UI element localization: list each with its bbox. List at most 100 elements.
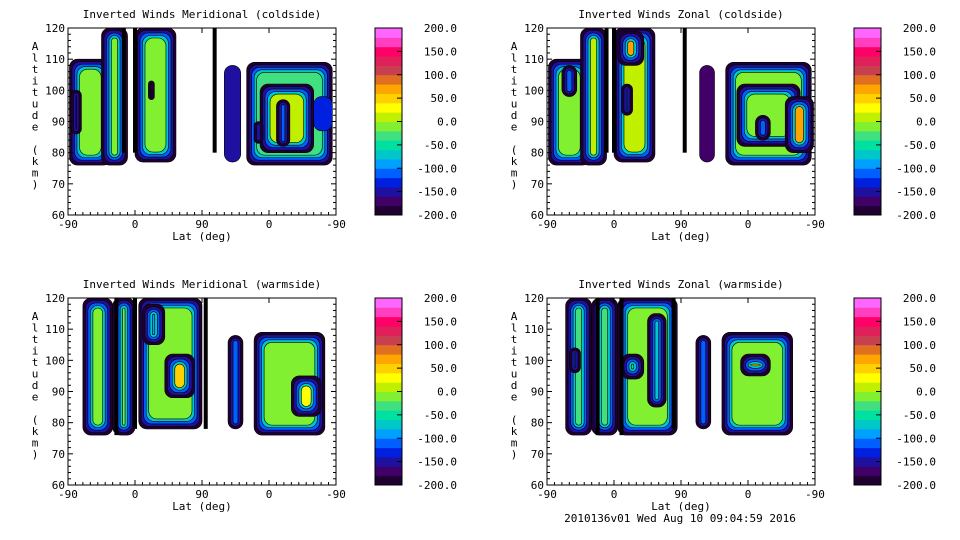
colorbar-band [375,196,402,207]
y-axis-label-char: t [511,86,518,99]
colorbar-tick-label: 100.0 [903,339,936,352]
colorbar-tick-label: -50.0 [424,139,457,152]
contour-region [301,385,312,407]
colorbar-tick-label: 0.0 [916,386,936,399]
colorbar-band [854,466,881,477]
colorbar-band [854,391,881,402]
y-tick-label: 120 [524,292,544,305]
colorbar-band [375,93,402,104]
contour-region [313,96,333,132]
colorbar-tick-label: 150.0 [903,45,936,58]
colorbar-band [854,335,881,346]
colorbar-band [854,112,881,122]
colorbar-band [375,46,402,57]
colorbar-band [854,344,881,355]
chart-title: Inverted Winds Zonal (warmside) [578,278,783,291]
y-tick-label: 70 [531,448,544,461]
colorbar-band [854,102,881,113]
colorbar-tick-label: -150.0 [417,456,457,469]
y-axis-label-char: d [32,379,39,392]
colorbar-band [854,65,881,76]
colorbar-band [375,354,402,364]
contour-region [601,307,609,426]
chart-title: Inverted Winds Meridional (coldside) [83,8,321,21]
y-axis-label-char: u [511,368,518,381]
y-tick-label: 60 [52,209,65,222]
colorbar-band [375,410,402,421]
y-axis-label-char: m [511,437,518,450]
x-tick-label: 0 [266,218,273,231]
y-axis-label-char: e [32,391,39,404]
colorbar-tick-label: -50.0 [424,409,457,422]
colorbar-band [375,130,402,141]
y-axis-label-char: A [511,310,518,323]
colorbar-band [854,438,881,449]
colorbar-tick-label: -100.0 [896,162,936,175]
y-axis-label-char: A [32,310,39,323]
x-tick-label: 90 [195,218,208,231]
y-tick-label: 100 [524,84,544,97]
colorbar-band [854,196,881,207]
y-tick-label: 90 [531,386,544,399]
x-tick-label: -90 [805,218,825,231]
colorbar-band [375,112,402,122]
contour-cluster [604,28,609,153]
colorbar-band [854,298,881,308]
x-tick-label: -90 [805,488,825,501]
colorbar-tick-label: -150.0 [417,186,457,199]
colorbar-band [854,158,881,169]
y-axis-label-char: t [32,86,39,99]
colorbar-band [854,130,881,141]
y-tick-label: 80 [531,147,544,160]
contour-region [760,119,766,136]
colorbar-band [854,56,881,66]
x-tick-label: 90 [674,488,687,501]
contour-region [256,123,261,142]
colorbar-band [375,419,402,430]
colorbar-band [854,28,881,38]
y-axis-label-char: m [511,167,518,180]
contour-region [700,340,707,425]
colorbar-tick-label: -150.0 [896,456,936,469]
x-tick-label: 0 [132,218,139,231]
contour-cluster [612,28,616,153]
y-tick-label: 60 [531,209,544,222]
y-tick-label: 90 [531,116,544,129]
y-tick-label: 60 [52,479,65,492]
y-axis-label-char: t [511,63,518,76]
colorbar-tick-label: -100.0 [417,432,457,445]
contour-region [152,313,156,336]
colorbar-band [375,428,402,439]
y-axis-label-char: e [32,121,39,134]
colorbar-tick-label: 100.0 [903,69,936,82]
colorbar-band [375,307,402,318]
colorbar-band [854,428,881,439]
y-axis-label-char: i [511,345,518,358]
y-tick-label: 70 [52,448,65,461]
y-axis-label-char: u [32,98,39,111]
contour-region [794,106,804,143]
colorbar-band [854,93,881,104]
colorbar-tick-label: 100.0 [424,69,457,82]
colorbar-tick-label: 150.0 [903,315,936,328]
y-axis-label-char: d [32,109,39,122]
colorbar-tick-label: -150.0 [896,186,936,199]
y-axis-label-char: A [32,40,39,53]
y-tick-label: 60 [531,479,544,492]
colorbar-tick-label: 50.0 [910,362,937,375]
colorbar-band [854,456,881,467]
x-tick-label: 0 [132,488,139,501]
colorbar-tick-label: 150.0 [424,315,457,328]
x-tick-label: 90 [674,218,687,231]
y-axis-label-char: i [511,75,518,88]
y-axis-label-char: m [32,437,39,450]
y-tick-label: 110 [524,323,544,336]
y-tick-label: 100 [45,84,65,97]
y-axis-label-char: ( [32,144,39,157]
x-tick-label: -90 [537,218,557,231]
colorbar-tick-label: 150.0 [424,45,457,58]
colorbar-tick-label: 0.0 [916,116,936,129]
contour-region [699,65,715,163]
x-axis-label: Lat (deg) [651,500,711,513]
